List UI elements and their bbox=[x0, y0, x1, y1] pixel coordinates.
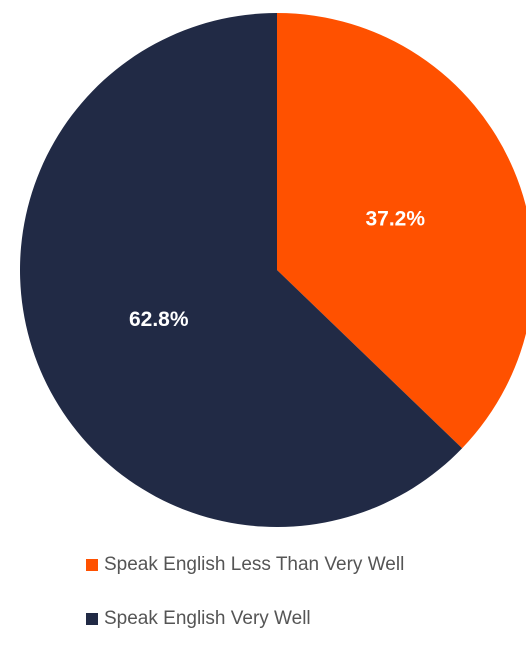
legend-item-very-well[interactable]: Speak English Very Well bbox=[86, 606, 516, 632]
data-label-slice-less-than-very-well: 37.2% bbox=[365, 207, 425, 230]
pie-data-labels: 37.2% 62.8% bbox=[129, 207, 425, 331]
legend-item-less-than-very-well[interactable]: Speak English Less Than Very Well bbox=[86, 552, 516, 578]
pie-chart: 37.2% 62.8% Speak English Less Than Very … bbox=[19, 13, 526, 629]
legend: Speak English Less Than Very Well Speak … bbox=[86, 552, 516, 660]
legend-label-less-than-very-well: Speak English Less Than Very Well bbox=[104, 554, 405, 575]
pie-slice-less-than-very-well[interactable] bbox=[277, 13, 526, 449]
data-label-slice-very-well: 62.8% bbox=[129, 308, 189, 331]
pie-slices bbox=[19, 13, 526, 527]
legend-label-very-well: Speak English Very Well bbox=[104, 608, 311, 629]
pie-svg: 37.2% 62.8% bbox=[19, 13, 526, 527]
legend-swatch-very-well bbox=[86, 613, 98, 625]
legend-swatch-less-than-very-well bbox=[86, 559, 98, 571]
pie-slice-very-well[interactable] bbox=[19, 13, 463, 527]
